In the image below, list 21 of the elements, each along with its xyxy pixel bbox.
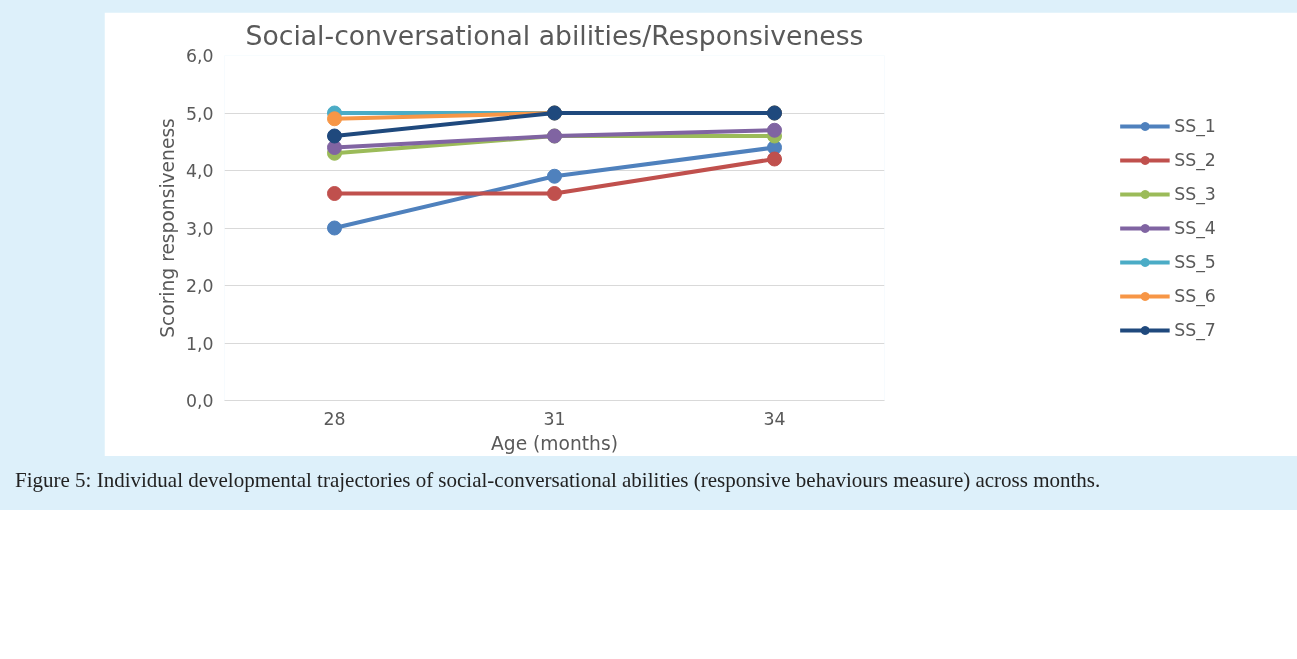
y-tick-label: 4,0 [185, 161, 214, 181]
legend-label: SS_5 [1174, 251, 1216, 272]
y-tick-label: 3,0 [185, 218, 214, 239]
x-axis-title: Age (months) [491, 432, 618, 454]
y-tick-label: 2,0 [185, 276, 214, 296]
legend-label: SS_7 [1174, 319, 1216, 340]
y-axis-title: Scoring responsiveness [156, 118, 178, 338]
y-tick-label: 6,0 [185, 46, 214, 66]
x-tick-label: 34 [763, 408, 786, 429]
legend-label: SS_2 [1174, 149, 1216, 170]
legend-label: SS_3 [1174, 183, 1216, 204]
x-tick-label: 28 [323, 408, 346, 429]
caption: Figure 5: Individual developmental trajectories of social-conversational abilities (responsive behaviours measure) across months. [15, 467, 1101, 494]
y-tick-label: 0,0 [185, 391, 214, 411]
x-tick-label: 31 [543, 408, 566, 429]
y-tick-label: 5,0 [185, 103, 214, 124]
legend-label: SS_1 [1174, 115, 1216, 136]
chart-title: Social-conversational abilities/Responsiveness [245, 19, 864, 51]
legend-label: SS_4 [1174, 217, 1216, 238]
legend-label: SS_6 [1174, 285, 1216, 306]
y-tick-label: 1,0 [185, 333, 214, 354]
